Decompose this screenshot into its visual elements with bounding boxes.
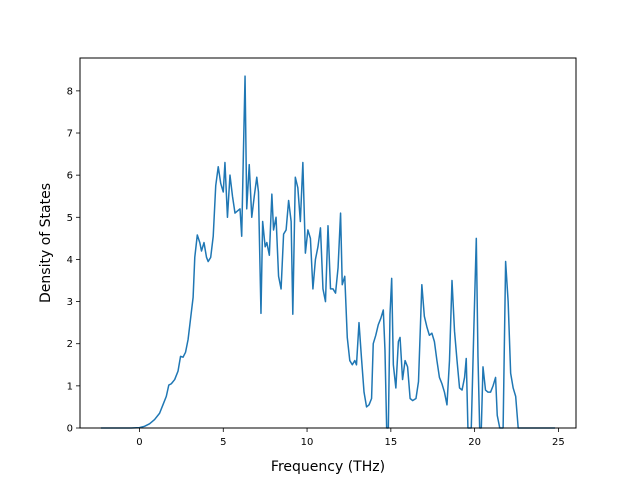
y-tick-label: 4 — [67, 255, 73, 266]
x-tick-label: 20 — [468, 437, 481, 448]
x-axis-label: Frequency (THz) — [271, 459, 385, 475]
y-tick-label: 0 — [67, 424, 73, 435]
y-tick-label: 8 — [67, 86, 73, 97]
plot-area — [100, 75, 556, 429]
dos-series-line — [100, 75, 556, 429]
y-tick-label: 6 — [67, 171, 73, 182]
y-axis-ticks: 0 1 2 3 4 5 6 7 8 — [67, 86, 80, 435]
y-tick-label: 3 — [67, 297, 73, 308]
x-tick-label: 0 — [136, 437, 142, 448]
axes-frame — [79, 57, 577, 429]
y-tick-label: 1 — [67, 381, 73, 392]
y-tick-label: 5 — [67, 213, 73, 224]
y-tick-label: 7 — [67, 129, 73, 140]
x-tick-label: 5 — [220, 437, 226, 448]
x-tick-label: 25 — [552, 437, 565, 448]
x-axis-ticks: 0 5 10 15 20 25 — [136, 428, 565, 448]
y-tick-label: 2 — [67, 339, 73, 350]
x-tick-label: 10 — [301, 437, 314, 448]
x-tick-label: 15 — [384, 437, 397, 448]
y-axis-label: Density of States — [38, 183, 54, 303]
